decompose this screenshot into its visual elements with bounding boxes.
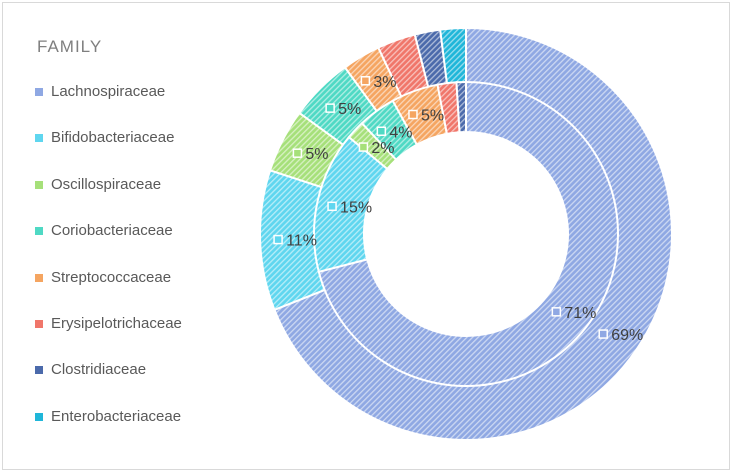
legend-label: Coriobacteriaceae [51, 222, 173, 240]
legend-item: Clostridiaceae [35, 361, 182, 407]
legend-swatch [35, 180, 43, 189]
legend-label: Lachnospiraceae [51, 83, 166, 100]
legend-swatch [35, 134, 43, 143]
label-marker [598, 329, 608, 339]
label-marker [360, 76, 371, 86]
label-marker [408, 109, 418, 120]
data-label: 15% [340, 199, 372, 216]
label-marker [358, 142, 369, 152]
legend-label: Enterobacteriaceae [51, 407, 182, 425]
data-label: 5% [338, 101, 361, 118]
slice-inner-clostridiaceae [455, 80, 467, 134]
legend-swatch [35, 273, 43, 282]
legend-item: Coriobacteriaceae [35, 222, 182, 268]
slice-inner-lachnospiraceae [317, 80, 619, 387]
legend-swatch [35, 412, 43, 421]
data-label: 71% [564, 305, 596, 322]
data-label: 5% [421, 108, 444, 125]
legend-swatch [35, 227, 43, 236]
data-label: 4% [389, 124, 412, 141]
legend-swatch [35, 366, 43, 375]
legend-label: Erysipelotrichaceae [51, 314, 182, 332]
legend-label: Bifidobacteriaceae [51, 129, 175, 147]
legend-item: Bifidobacteriaceae [35, 129, 182, 175]
legend-item: Erysipelotrichaceae [35, 315, 182, 361]
inner-ring [313, 80, 619, 387]
data-labels: 69% 11% 5% 5% 3% 71% 15% 2%4% 5% [273, 74, 643, 344]
data-label: 69% [611, 327, 643, 344]
label-marker [551, 307, 562, 317]
data-label: 5% [305, 146, 328, 163]
data-label: 3% [373, 74, 396, 91]
label-marker [273, 234, 283, 245]
legend-label: Clostridiaceae [51, 361, 147, 379]
label-marker [376, 126, 387, 137]
label-marker [292, 148, 303, 158]
legend-title: FAMILY [37, 37, 103, 56]
legend-item: Enterobacteriaceae [35, 408, 182, 454]
data-label: 2% [371, 140, 394, 157]
legend: Lachnospiraceae Bifidobacteriaceae Oscillo… [35, 83, 182, 454]
legend-item: Oscillospiraceae [35, 176, 182, 222]
data-label: 11% [286, 233, 317, 250]
legend-label: Oscillospiraceae [51, 175, 162, 193]
legend-label: Streptococcaceae [51, 268, 172, 286]
legend-item: Streptococcaceae [35, 269, 182, 315]
legend-swatch [35, 319, 43, 328]
legend-item: Lachnospiraceae [35, 83, 182, 129]
legend-swatch [35, 88, 43, 96]
label-marker [327, 201, 337, 212]
label-marker [325, 103, 335, 113]
